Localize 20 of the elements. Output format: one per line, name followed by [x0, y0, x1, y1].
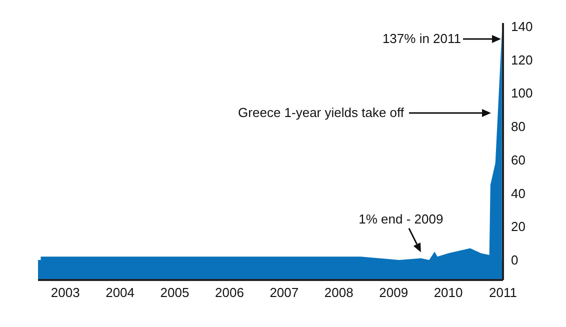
x-tick-label: 2004 — [106, 285, 135, 300]
y-tick-label: 20 — [511, 219, 526, 234]
x-tick-label: 2010 — [434, 285, 463, 300]
y-tick-label: 80 — [511, 119, 526, 134]
annotation: 137% in 2011 — [382, 31, 461, 46]
y-tick-label: 40 — [511, 186, 526, 201]
x-tick-label: 2008 — [324, 285, 354, 300]
y-tick-label: 120 — [511, 52, 533, 68]
y-tick-label: 140 — [511, 18, 533, 34]
x-tick-label: 2006 — [215, 285, 244, 300]
x-tick-label: 2003 — [50, 285, 80, 300]
x-tick-label: 2007 — [270, 285, 299, 300]
y-tick-label: 0 — [511, 252, 518, 268]
y-tick-label: 60 — [511, 152, 526, 168]
annotation: 1% end - 2009 — [358, 211, 444, 226]
x-tick-label: 2011 — [489, 285, 517, 300]
x-tick-label: 2005 — [160, 285, 190, 300]
y-tick-label: 100 — [511, 86, 533, 101]
x-tick-label: 2009 — [379, 285, 408, 300]
annotation: Greece 1-year yields take off — [238, 105, 404, 120]
